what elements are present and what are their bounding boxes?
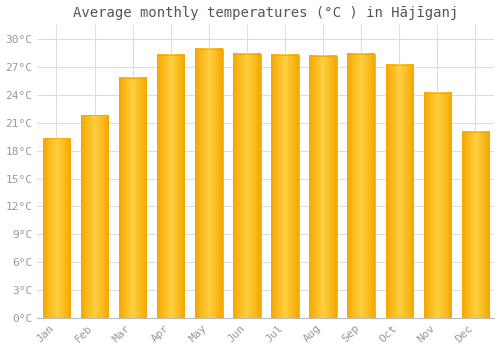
Bar: [310, 56, 337, 318]
Bar: [119, 78, 146, 318]
Bar: [157, 55, 184, 318]
Bar: [462, 132, 489, 318]
Title: Average monthly temperatures (°C ) in Hājīganj: Average monthly temperatures (°C ) in Hā…: [74, 6, 458, 20]
Bar: [81, 115, 108, 318]
Bar: [424, 93, 451, 318]
Bar: [272, 55, 298, 318]
Bar: [42, 139, 70, 318]
Bar: [348, 54, 375, 318]
Bar: [195, 49, 222, 318]
Bar: [386, 65, 413, 318]
Bar: [233, 54, 260, 318]
